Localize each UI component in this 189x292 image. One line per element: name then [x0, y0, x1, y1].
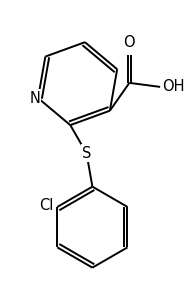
- Text: N: N: [29, 91, 40, 105]
- Text: S: S: [82, 146, 91, 161]
- Text: O: O: [124, 35, 135, 50]
- Text: OH: OH: [162, 79, 184, 94]
- Text: Cl: Cl: [39, 198, 53, 213]
